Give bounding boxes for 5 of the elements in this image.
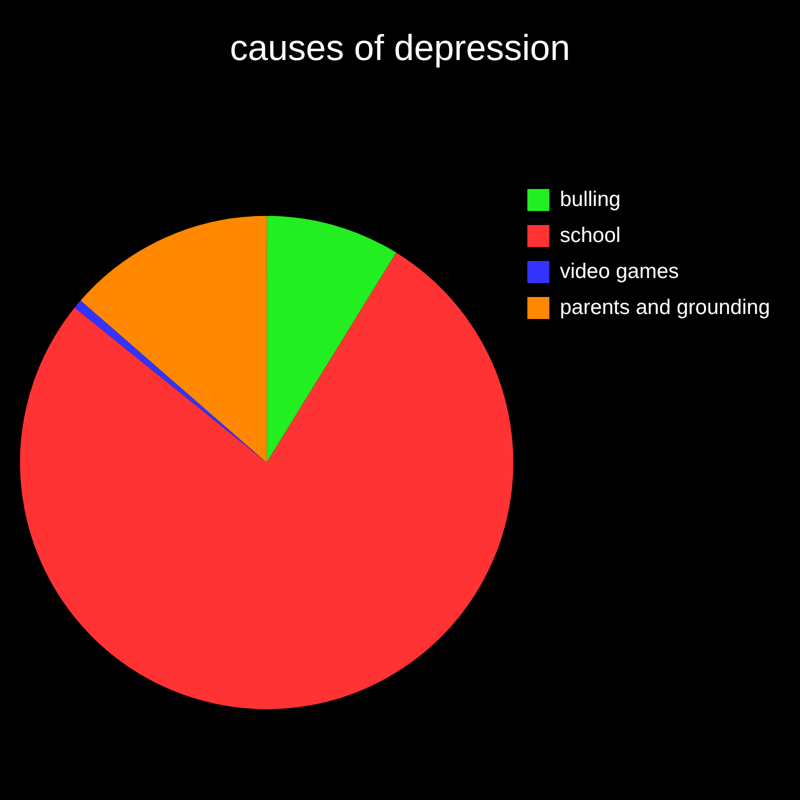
legend-label: video games <box>560 260 679 283</box>
legend-label: bulling <box>560 188 621 211</box>
legend-label: school <box>560 224 621 247</box>
chart-title: causes of depression <box>228 26 572 70</box>
legend-label: parents and grounding <box>560 296 770 319</box>
